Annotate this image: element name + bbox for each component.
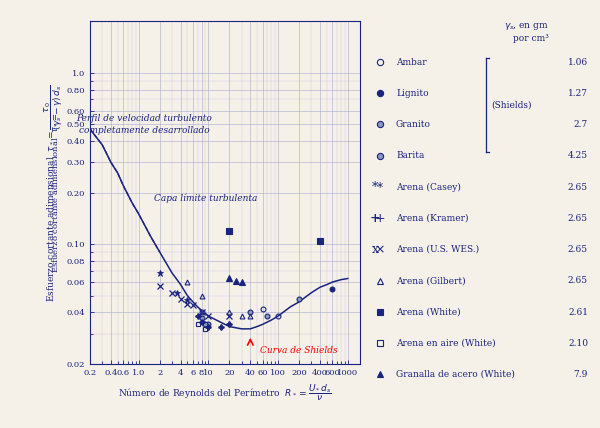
Text: Barita: Barita — [396, 151, 424, 160]
Text: $\gamma_s$, en gm
por cm³: $\gamma_s$, en gm por cm³ — [505, 21, 549, 43]
Text: +: + — [370, 212, 380, 225]
Text: Arena (U.S. WES.): Arena (U.S. WES.) — [396, 245, 479, 254]
Text: 7.9: 7.9 — [574, 370, 588, 379]
Y-axis label: Esfuerzo cortante adimensional  $\tau_* = \dfrac{\tau_0}{(\gamma_s-\gamma)\,d_s}: Esfuerzo cortante adimensional $\tau_* =… — [43, 83, 65, 302]
Text: Ambar: Ambar — [396, 57, 427, 67]
Text: *: * — [377, 181, 383, 193]
Text: Arena en aire (White): Arena en aire (White) — [396, 339, 496, 348]
Text: +: + — [374, 212, 385, 225]
Text: Perfil de velocidad turbulento
completamente desarrollado: Perfil de velocidad turbulento completam… — [76, 114, 212, 135]
Text: 2.10: 2.10 — [568, 339, 588, 348]
Text: Capa límite turbulenta: Capa límite turbulenta — [154, 193, 257, 203]
Text: 4.25: 4.25 — [568, 151, 588, 160]
Text: *: * — [372, 181, 378, 193]
Text: 2.65: 2.65 — [568, 245, 588, 254]
Text: 1.06: 1.06 — [568, 57, 588, 67]
Text: Curva de Shields: Curva de Shields — [260, 346, 338, 355]
Text: 2.7: 2.7 — [574, 120, 588, 129]
Text: Granalla de acero (White): Granalla de acero (White) — [396, 370, 515, 379]
Text: x: x — [371, 243, 379, 256]
Text: Esfuerzo cortante adimensional  $\tau_* = $: Esfuerzo cortante adimensional $\tau_* =… — [50, 113, 59, 273]
Text: Lignito: Lignito — [396, 89, 428, 98]
Text: Arena (White): Arena (White) — [396, 307, 461, 317]
Text: 2.65: 2.65 — [568, 214, 588, 223]
Text: Arena (Kramer): Arena (Kramer) — [396, 214, 469, 223]
Text: Granito: Granito — [396, 120, 431, 129]
Text: 2.65: 2.65 — [568, 182, 588, 192]
Text: Arena (Gilbert): Arena (Gilbert) — [396, 276, 466, 285]
Text: 2.61: 2.61 — [568, 307, 588, 317]
Text: Arena (Casey): Arena (Casey) — [396, 182, 461, 192]
Text: 1.27: 1.27 — [568, 89, 588, 98]
X-axis label: Número de Reynolds del Perímetro  $R_* = \dfrac{U_* d_s}{\nu}$: Número de Reynolds del Perímetro $R_* = … — [118, 382, 332, 403]
Text: (Shields): (Shields) — [491, 100, 532, 109]
Text: 2.65: 2.65 — [568, 276, 588, 285]
Text: ×: × — [374, 243, 385, 256]
